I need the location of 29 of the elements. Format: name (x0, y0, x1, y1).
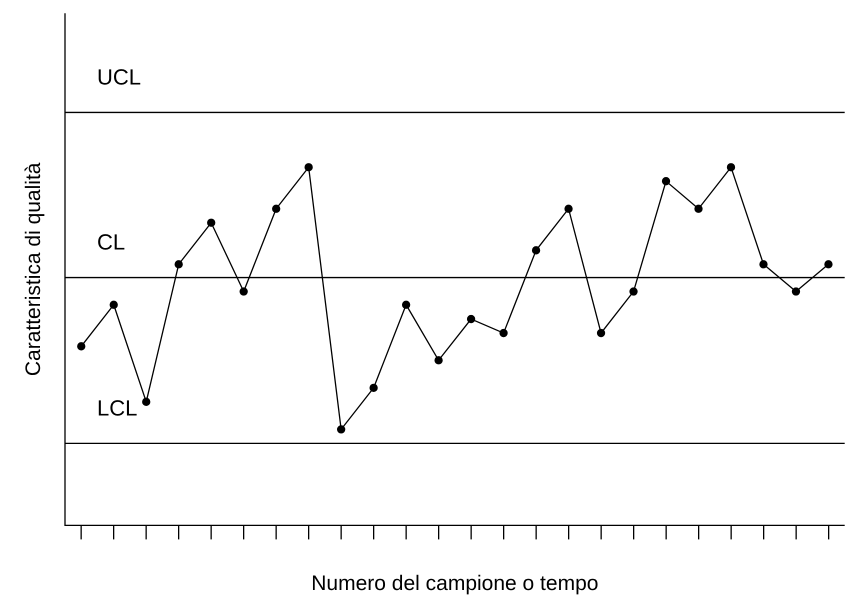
point (434, 356, 443, 364)
point (272, 204, 280, 213)
point (499, 328, 508, 338)
x-axis-title: Numero del campione o tempo (311, 572, 598, 596)
point (402, 300, 410, 309)
point (174, 260, 183, 268)
point (694, 204, 703, 213)
ref-line-label: LCL (97, 395, 138, 420)
point (532, 246, 540, 254)
point (240, 287, 248, 296)
point (207, 218, 216, 227)
point (662, 177, 670, 186)
point (142, 398, 150, 406)
point (336, 425, 346, 434)
y-axis-title: Caratteristica di qualità (22, 162, 45, 376)
point (564, 204, 573, 213)
point (110, 300, 118, 309)
point (824, 260, 833, 268)
point (304, 163, 313, 172)
point (792, 287, 800, 296)
point (629, 287, 638, 296)
point (369, 384, 378, 392)
ref-line-label: UCL (97, 64, 142, 90)
point (466, 314, 476, 324)
point (726, 163, 736, 172)
point (77, 342, 86, 350)
ref-line-label: CL (97, 230, 126, 255)
point (759, 260, 768, 268)
point (596, 328, 606, 338)
